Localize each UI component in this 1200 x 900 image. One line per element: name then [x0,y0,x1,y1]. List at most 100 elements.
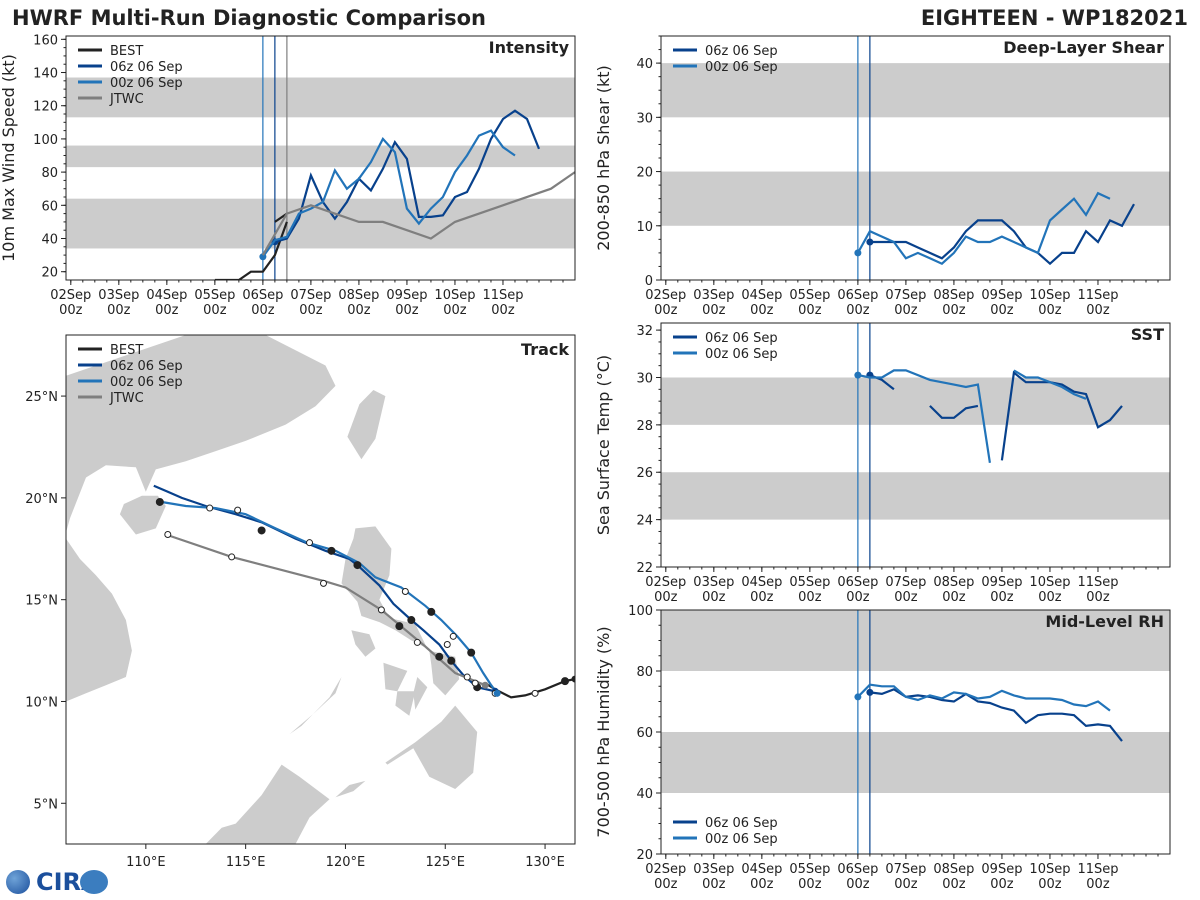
track-frame [65,334,576,845]
shear-ytick-label: 10 [636,220,653,235]
track-legend-label: JTWC [109,391,144,406]
intensity-xtick-label: 04Sep [146,288,187,303]
track-point-open [164,531,172,539]
sst-xtick-label: 03Sep [693,575,734,590]
shear-ytick-label: 40 [636,57,653,72]
rh-xtick-sublabel: 00z [750,877,774,892]
rh-xtick-sublabel: 00z [1086,877,1110,892]
rh-xtick-sublabel: 00z [1038,877,1062,892]
shear-xtick-label: 06Sep [837,288,878,303]
intensity-ytick-label: 120 [33,100,58,115]
shear-xtick-label: 07Sep [885,288,926,303]
page-title: HWRF Multi-Run Diagnostic Comparison [12,6,487,30]
track-point-filled [467,648,476,657]
track-point-open [443,640,451,648]
shear-xtick-label: 11Sep [1077,288,1118,303]
intensity-band-0 [66,198,575,249]
track-start-JTWC [481,681,489,689]
shear-series-00z-06-Sep-0 [856,191,1111,265]
shear-legend-label: 00z 06 Sep [705,60,778,75]
track-point-filled [327,546,336,555]
sst-ytick-label: 30 [636,371,653,386]
shear-panel-title: Deep-Layer Shear [1003,38,1164,57]
shear-xtick-sublabel: 00z [750,303,774,318]
track-map-land [66,335,575,844]
intensity-xtick-sublabel: 00z [347,303,371,318]
rh-xtick-label: 11Sep [1077,862,1118,877]
intensity-xtick-label: 06Sep [242,288,283,303]
intensity-xtick-sublabel: 00z [155,303,179,318]
rh-xtick-sublabel: 00z [942,877,966,892]
shear-xtick-label: 02Sep [645,288,686,303]
intensity-xtick-sublabel: 00z [251,303,275,318]
intensity-series-06z-06-Sep-0 [274,109,541,243]
intensity-xtick-sublabel: 00z [443,303,467,318]
track-legend-label: BEST [110,343,143,358]
rh-xtick-sublabel: 00z [990,877,1014,892]
intensity-ytick-label: 40 [41,233,58,248]
track-xtick-label: 115°E [226,855,266,870]
sst-ytick-label: 24 [636,514,653,529]
land-9 [413,677,428,710]
shear-xtick-label: 04Sep [741,288,782,303]
intensity-xtick-label: 07Sep [290,288,331,303]
storm-title: EIGHTEEN - WP182021 [920,6,1188,30]
rh-panel-title: Mid-Level RH [1045,612,1164,631]
shear-xtick-sublabel: 00z [1086,303,1110,318]
sst-xtick-sublabel: 00z [894,590,918,605]
intensity-xtick-label: 05Sep [194,288,235,303]
intensity-legend-label: BEST [110,44,143,59]
intensity-marker-00z-06-Sep-0 [259,253,267,261]
shear-xtick-label: 08Sep [933,288,974,303]
track-point-filled [427,607,436,616]
land-12 [205,764,330,844]
track-point-filled [395,622,404,631]
rh-xtick-label: 09Sep [981,862,1022,877]
sst-ytick-label: 22 [636,561,653,576]
land-5 [351,630,376,657]
sst-xtick-label: 11Sep [1077,575,1118,590]
track-ytick-label: 10°N [25,695,58,710]
rh-series-06z-06-Sep-0 [869,688,1123,742]
sst-ytick-label: 26 [636,466,653,481]
rh-xtick-label: 07Sep [885,862,926,877]
shear-marker-00z-06-Sep-0 [854,249,862,257]
rh-marker-00z-06-Sep-0 [854,693,862,701]
badge-icon [80,870,108,894]
land-3 [347,390,386,460]
sst-xtick-label: 08Sep [933,575,974,590]
sst-ylabel: Sea Surface Temp (°C) [594,355,613,535]
land-11 [385,705,478,789]
shear-xtick-sublabel: 00z [702,303,726,318]
track-point-open [413,638,421,646]
sst-marker-00z-06-Sep-0 [854,371,862,379]
sst-xtick-sublabel: 00z [942,590,966,605]
shear-xtick-sublabel: 00z [894,303,918,318]
intensity-ytick-label: 80 [41,166,58,181]
rh-ytick-label: 60 [636,726,653,741]
shear-xtick-sublabel: 00z [846,303,870,318]
intensity-ytick-label: 100 [33,133,58,148]
sst-frame [660,322,1171,568]
intensity-xtick-label: 10Sep [434,288,475,303]
rh-band-1 [661,610,1170,671]
sst-xtick-label: 04Sep [741,575,782,590]
intensity-series-JTWC-0 [261,171,575,256]
intensity-xtick-sublabel: 00z [491,303,515,318]
intensity-xtick-sublabel: 00z [299,303,323,318]
shear-xtick-label: 05Sep [789,288,830,303]
shear-xtick-sublabel: 00z [1038,303,1062,318]
track-point-open [234,506,242,514]
shear-xtick-label: 10Sep [1029,288,1070,303]
intensity-ylabel: 10m Max Wind Speed (kt) [0,54,18,262]
shear-xtick-label: 03Sep [693,288,734,303]
cira-logo: CIRA [6,866,108,898]
land-13 [335,780,366,798]
intensity-xtick-label: 03Sep [98,288,139,303]
intensity-xtick-sublabel: 00z [395,303,419,318]
shear-series-06z-06-Sep-0 [869,203,1135,266]
rh-legend-label: 00z 06 Sep [705,832,778,847]
rh-xtick-label: 02Sep [645,862,686,877]
track-point-open [319,579,327,587]
sst-xtick-sublabel: 00z [798,590,822,605]
